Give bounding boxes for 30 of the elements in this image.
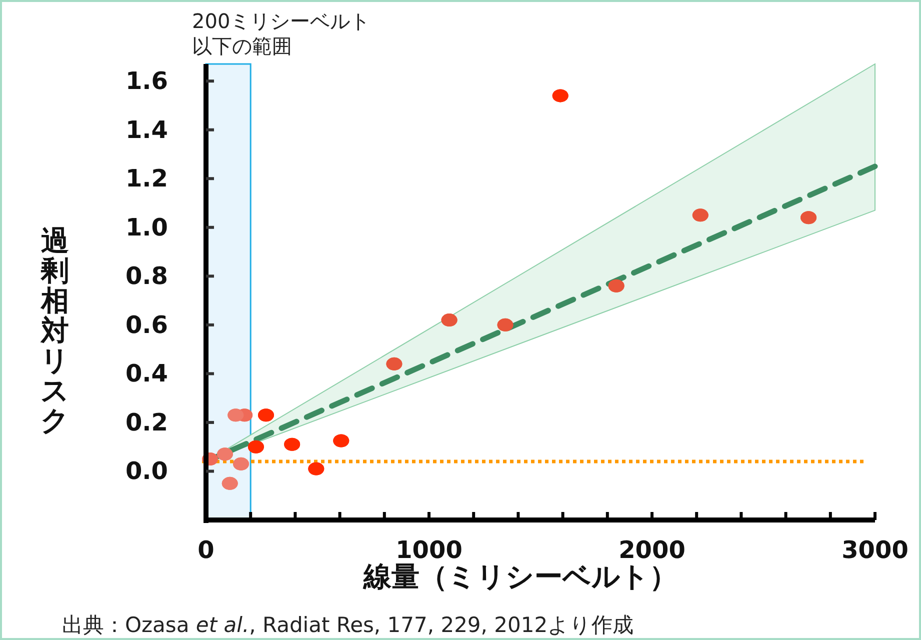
point — [608, 279, 624, 292]
point — [800, 211, 817, 224]
point — [233, 457, 250, 470]
y-tick-label: 0.6 — [125, 310, 168, 339]
y-tick-label: 0.2 — [125, 408, 168, 436]
point — [552, 89, 568, 102]
point — [692, 208, 708, 222]
y-tick-label: 1.6 — [125, 67, 168, 96]
y-tick-label: 0.8 — [125, 262, 168, 290]
y-tick-label: 0.0 — [125, 457, 168, 486]
x-tick-label: 0 — [198, 536, 214, 564]
point — [441, 314, 458, 327]
point — [308, 462, 324, 476]
x-tick-label: 3000 — [842, 536, 908, 564]
point — [333, 434, 350, 448]
point — [248, 440, 264, 454]
point — [258, 408, 274, 422]
source-note: 出典：Ozasa et al., Radiat Res, 177, 229, 2012より作成 — [62, 613, 634, 637]
point — [216, 448, 233, 461]
band-label: 200ミリシーベルト以下の範囲 — [192, 9, 370, 58]
point — [228, 408, 244, 422]
point — [497, 318, 514, 332]
y-tick-label: 1.2 — [125, 164, 168, 193]
point — [284, 438, 300, 451]
y-tick-label: 0.4 — [125, 360, 168, 388]
y-tick-label: 1.0 — [125, 213, 168, 242]
point — [222, 476, 238, 490]
point — [386, 357, 402, 370]
y-axis-title: 過剰相対リスク — [40, 224, 70, 437]
y-tick-label: 1.4 — [125, 116, 168, 144]
